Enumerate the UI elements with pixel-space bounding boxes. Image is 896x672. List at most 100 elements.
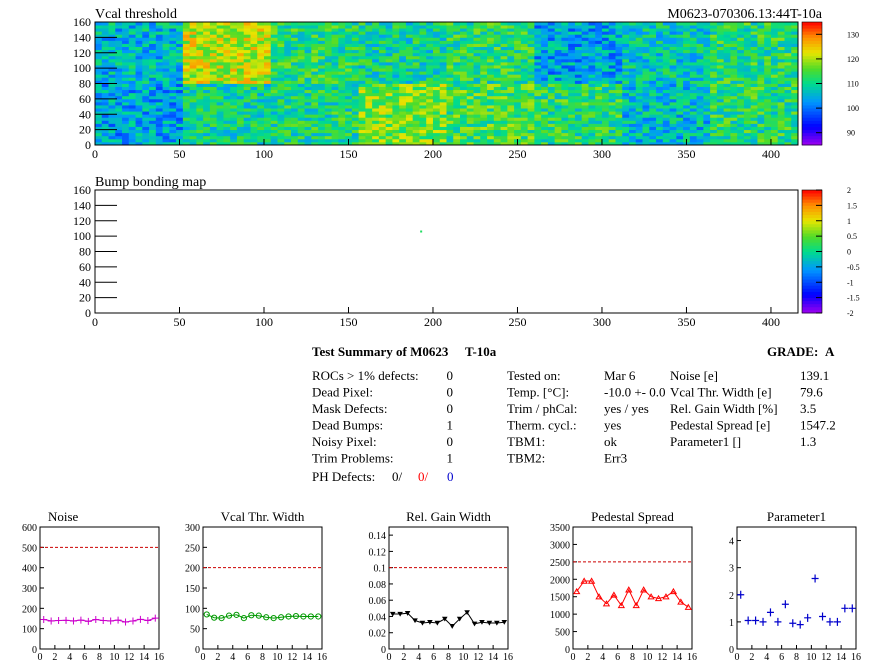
heatmap-cell (487, 40, 495, 44)
data-point (47, 617, 55, 625)
heatmap-cell (419, 77, 427, 81)
heatmap-cell (588, 95, 596, 100)
heatmap-cell (372, 83, 380, 87)
heatmap-cell (446, 123, 454, 127)
heatmap-cell (554, 71, 562, 75)
heatmap-cell (169, 83, 177, 87)
y-tick-label: 0.1 (374, 564, 387, 575)
heatmap-cell (209, 141, 218, 145)
heatmap-cell (263, 34, 272, 38)
heatmap-cell (676, 55, 684, 60)
module-id-label: M0623-070306.13:44T-10a (667, 7, 822, 22)
heatmap-cell (277, 25, 285, 29)
heatmap-cell (142, 129, 150, 134)
heatmap-cell (399, 111, 407, 115)
heatmap-cell (209, 22, 218, 26)
heatmap-cell (365, 25, 373, 29)
heatmap-cell (331, 83, 339, 87)
y-tick-label: 0 (381, 645, 386, 656)
heatmap-cell (466, 71, 474, 75)
heatmap-cell (514, 117, 522, 121)
heatmap-cell (527, 132, 535, 137)
heatmap-cell (277, 71, 285, 75)
heatmap-cell (520, 111, 529, 115)
heatmap-cell (500, 120, 508, 124)
heatmap-cell (676, 135, 684, 140)
x-tick-label: 200 (424, 315, 442, 329)
heatmap-cell (236, 111, 245, 115)
heatmap-cell (318, 28, 326, 32)
heatmap-cell (412, 74, 420, 78)
y-tick-label: 80 (79, 245, 91, 259)
x-tick-label: 100 (255, 315, 273, 329)
heatmap-cell (764, 49, 772, 54)
heatmap-cell (250, 58, 258, 63)
heatmap-cell (723, 141, 731, 145)
heatmap-cell (716, 31, 725, 35)
heatmap-cell (405, 83, 414, 87)
data-point (441, 616, 448, 622)
heatmap-cell (230, 52, 238, 57)
x-tick-label: 16 (317, 652, 327, 663)
heatmap-cell (291, 61, 299, 66)
heatmap-cell (662, 129, 670, 134)
heatmap-cell (770, 37, 779, 41)
heatmap-cell (460, 83, 468, 87)
heatmap-cell (615, 71, 623, 75)
heatmap-cell (784, 92, 792, 97)
x-tick-label: 50 (173, 147, 185, 161)
heatmap-cell (378, 74, 387, 78)
heatmap-cell (426, 101, 434, 106)
heatmap-cell (453, 120, 461, 124)
data-point (270, 614, 277, 622)
heatmap-cell (101, 101, 109, 106)
heatmap-cell (730, 37, 738, 41)
heatmap-cell (162, 31, 170, 35)
heatmap-cell (743, 52, 752, 57)
heatmap-cell (527, 68, 535, 72)
heatmap-cell (615, 43, 623, 47)
heatmap-cell (176, 83, 184, 87)
palette-label: -2 (847, 309, 854, 318)
series-line (206, 613, 319, 619)
heatmap-cell (480, 123, 488, 127)
y-tick-label: 3500 (550, 523, 570, 534)
heatmap-cell (311, 80, 319, 84)
y-tick-label: 200 (22, 604, 37, 615)
heatmap-cell (291, 132, 299, 137)
heatmap-cell (703, 101, 711, 106)
heatmap-cell (203, 49, 211, 54)
heatmap-cell (770, 43, 779, 47)
heatmap-cell (135, 98, 143, 103)
heatmap-cell (784, 25, 792, 29)
heatmap-cell (263, 40, 272, 44)
heatmap-cell (689, 95, 698, 100)
plot-frame (572, 526, 693, 650)
heatmap-cell (311, 28, 319, 32)
heatmap-cell (122, 98, 130, 103)
heatmap-cell (581, 40, 589, 44)
heatmap-cell (791, 80, 798, 84)
heatmap-cell (480, 92, 488, 97)
heatmap-cell (203, 46, 211, 51)
heatmap-cell (182, 83, 191, 87)
x-tick-label: 4 (764, 652, 769, 663)
heatmap-cell (446, 89, 454, 94)
heatmap-cell (304, 34, 312, 38)
heatmap-cell (142, 34, 150, 38)
heatmap-cell (460, 86, 468, 91)
heatmap-cell (155, 141, 163, 145)
heatmap-cell (338, 114, 346, 118)
heatmap-cell (169, 77, 177, 81)
heatmap-cell (196, 49, 204, 54)
heatmap-cell (547, 141, 556, 145)
data-point (684, 603, 692, 610)
heatmap-cell (196, 58, 204, 63)
heatmap-cell (683, 108, 691, 112)
heatmap-cell (331, 37, 339, 41)
heatmap-cell (547, 117, 556, 121)
heatmap-cell (791, 71, 798, 75)
data-point (669, 587, 678, 595)
heatmap-cell (561, 34, 569, 38)
heatmap-cell (230, 123, 238, 127)
